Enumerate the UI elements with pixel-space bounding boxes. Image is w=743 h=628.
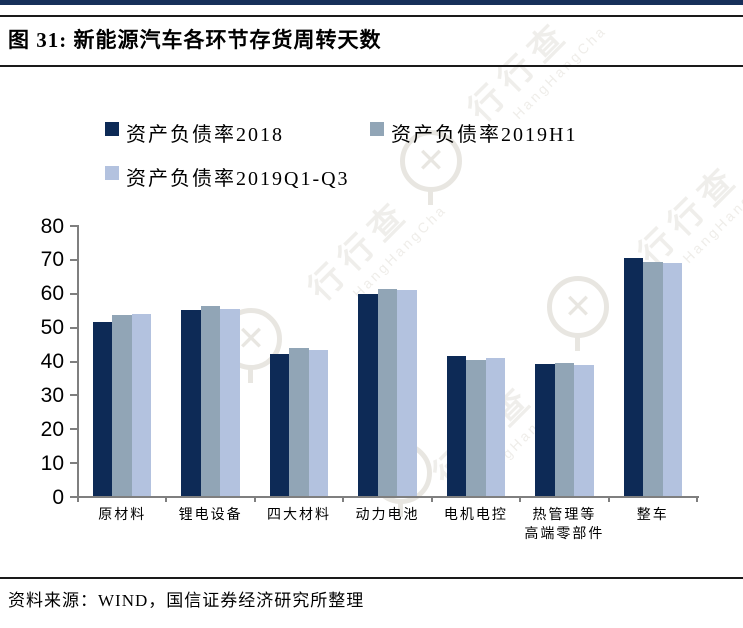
x-tick-icon: [696, 497, 698, 502]
y-tick-label: 0: [52, 485, 64, 509]
x-tick-icon: [342, 497, 345, 502]
y-tick-icon: [70, 428, 78, 431]
bar: [554, 362, 575, 497]
bar: [181, 310, 201, 497]
y-tick-icon: [70, 326, 78, 329]
y-tick-label: 80: [40, 214, 64, 238]
x-category-label: 锂电设备: [178, 508, 243, 523]
y-tick-label: 70: [40, 248, 64, 272]
bar: [662, 263, 683, 497]
y-tick-icon: [70, 225, 78, 227]
legend-item-2019h1: 资产负债率2019H1: [370, 118, 577, 147]
y-tick-label: 60: [40, 282, 64, 306]
legend-item-2018: 资产负债率2018: [105, 118, 284, 147]
bar: [220, 308, 240, 497]
y-tick-label: 20: [40, 417, 64, 441]
header-rule-top: [0, 15, 743, 17]
legend-label: 资产负债率2019Q1-Q3: [126, 168, 350, 190]
y-tick-label: 40: [40, 350, 64, 373]
x-category-label: 整车: [636, 508, 669, 523]
source-note: 资料来源：WIND，国信证券经济研究所整理: [8, 591, 365, 610]
y-tick-icon: [70, 292, 78, 295]
y-tick-icon: [70, 360, 78, 363]
y-tick-label: 50: [40, 316, 64, 340]
x-category-label: 热管理等 高端零部件: [524, 508, 605, 542]
x-tick-icon: [77, 497, 79, 502]
legend-label: 资产负债率2018: [126, 124, 284, 146]
x-category-label: 电机电控: [443, 508, 508, 523]
y-tick-icon: [70, 394, 78, 397]
top-accent-bar: [0, 0, 743, 5]
x-category-label: 四大材料: [267, 508, 332, 523]
bar: [466, 360, 486, 497]
bar: [623, 257, 644, 497]
x-axis-line: [70, 496, 699, 498]
bar: [397, 289, 417, 497]
header-rule-bottom: [0, 65, 743, 67]
footer-rule: [0, 577, 743, 579]
legend-swatch-icon: [370, 122, 384, 136]
x-tick-icon: [519, 497, 522, 502]
bar: [446, 355, 467, 497]
x-category-label: 动力电池: [355, 508, 420, 523]
legend-label: 资产负债率2019H1: [391, 124, 578, 146]
y-tick-icon: [70, 258, 78, 261]
x-category-label: 原材料: [98, 508, 147, 523]
y-tick-icon: [70, 462, 78, 465]
bar: [485, 357, 506, 497]
bar: [269, 354, 290, 497]
bar: [535, 363, 555, 497]
y-tick-label: 10: [40, 451, 64, 475]
x-tick-icon: [607, 497, 610, 502]
bar: [131, 314, 152, 497]
bar: [574, 364, 594, 497]
bar: [358, 293, 378, 497]
x-tick-icon: [253, 497, 256, 502]
x-tick-icon: [430, 497, 433, 502]
legend-swatch-icon: [105, 122, 119, 136]
watermark-logo-icon: [400, 130, 462, 205]
bar: [308, 349, 329, 497]
bar: [200, 306, 221, 497]
legend-item-2019q1q3: 资产负债率2019Q1-Q3: [105, 162, 350, 191]
y-axis-line: [77, 225, 79, 498]
bar: [289, 347, 309, 497]
x-tick-icon: [165, 497, 168, 502]
bar: [377, 289, 398, 497]
bar: [643, 261, 663, 497]
y-tick-label: 30: [40, 383, 64, 407]
bar: [112, 314, 132, 497]
legend-swatch-icon: [105, 166, 119, 180]
bar: [92, 321, 113, 497]
watermark-logo-icon: [547, 276, 609, 351]
figure-title: 图 31: 新能源汽车各环节存货周转天数: [8, 28, 382, 52]
